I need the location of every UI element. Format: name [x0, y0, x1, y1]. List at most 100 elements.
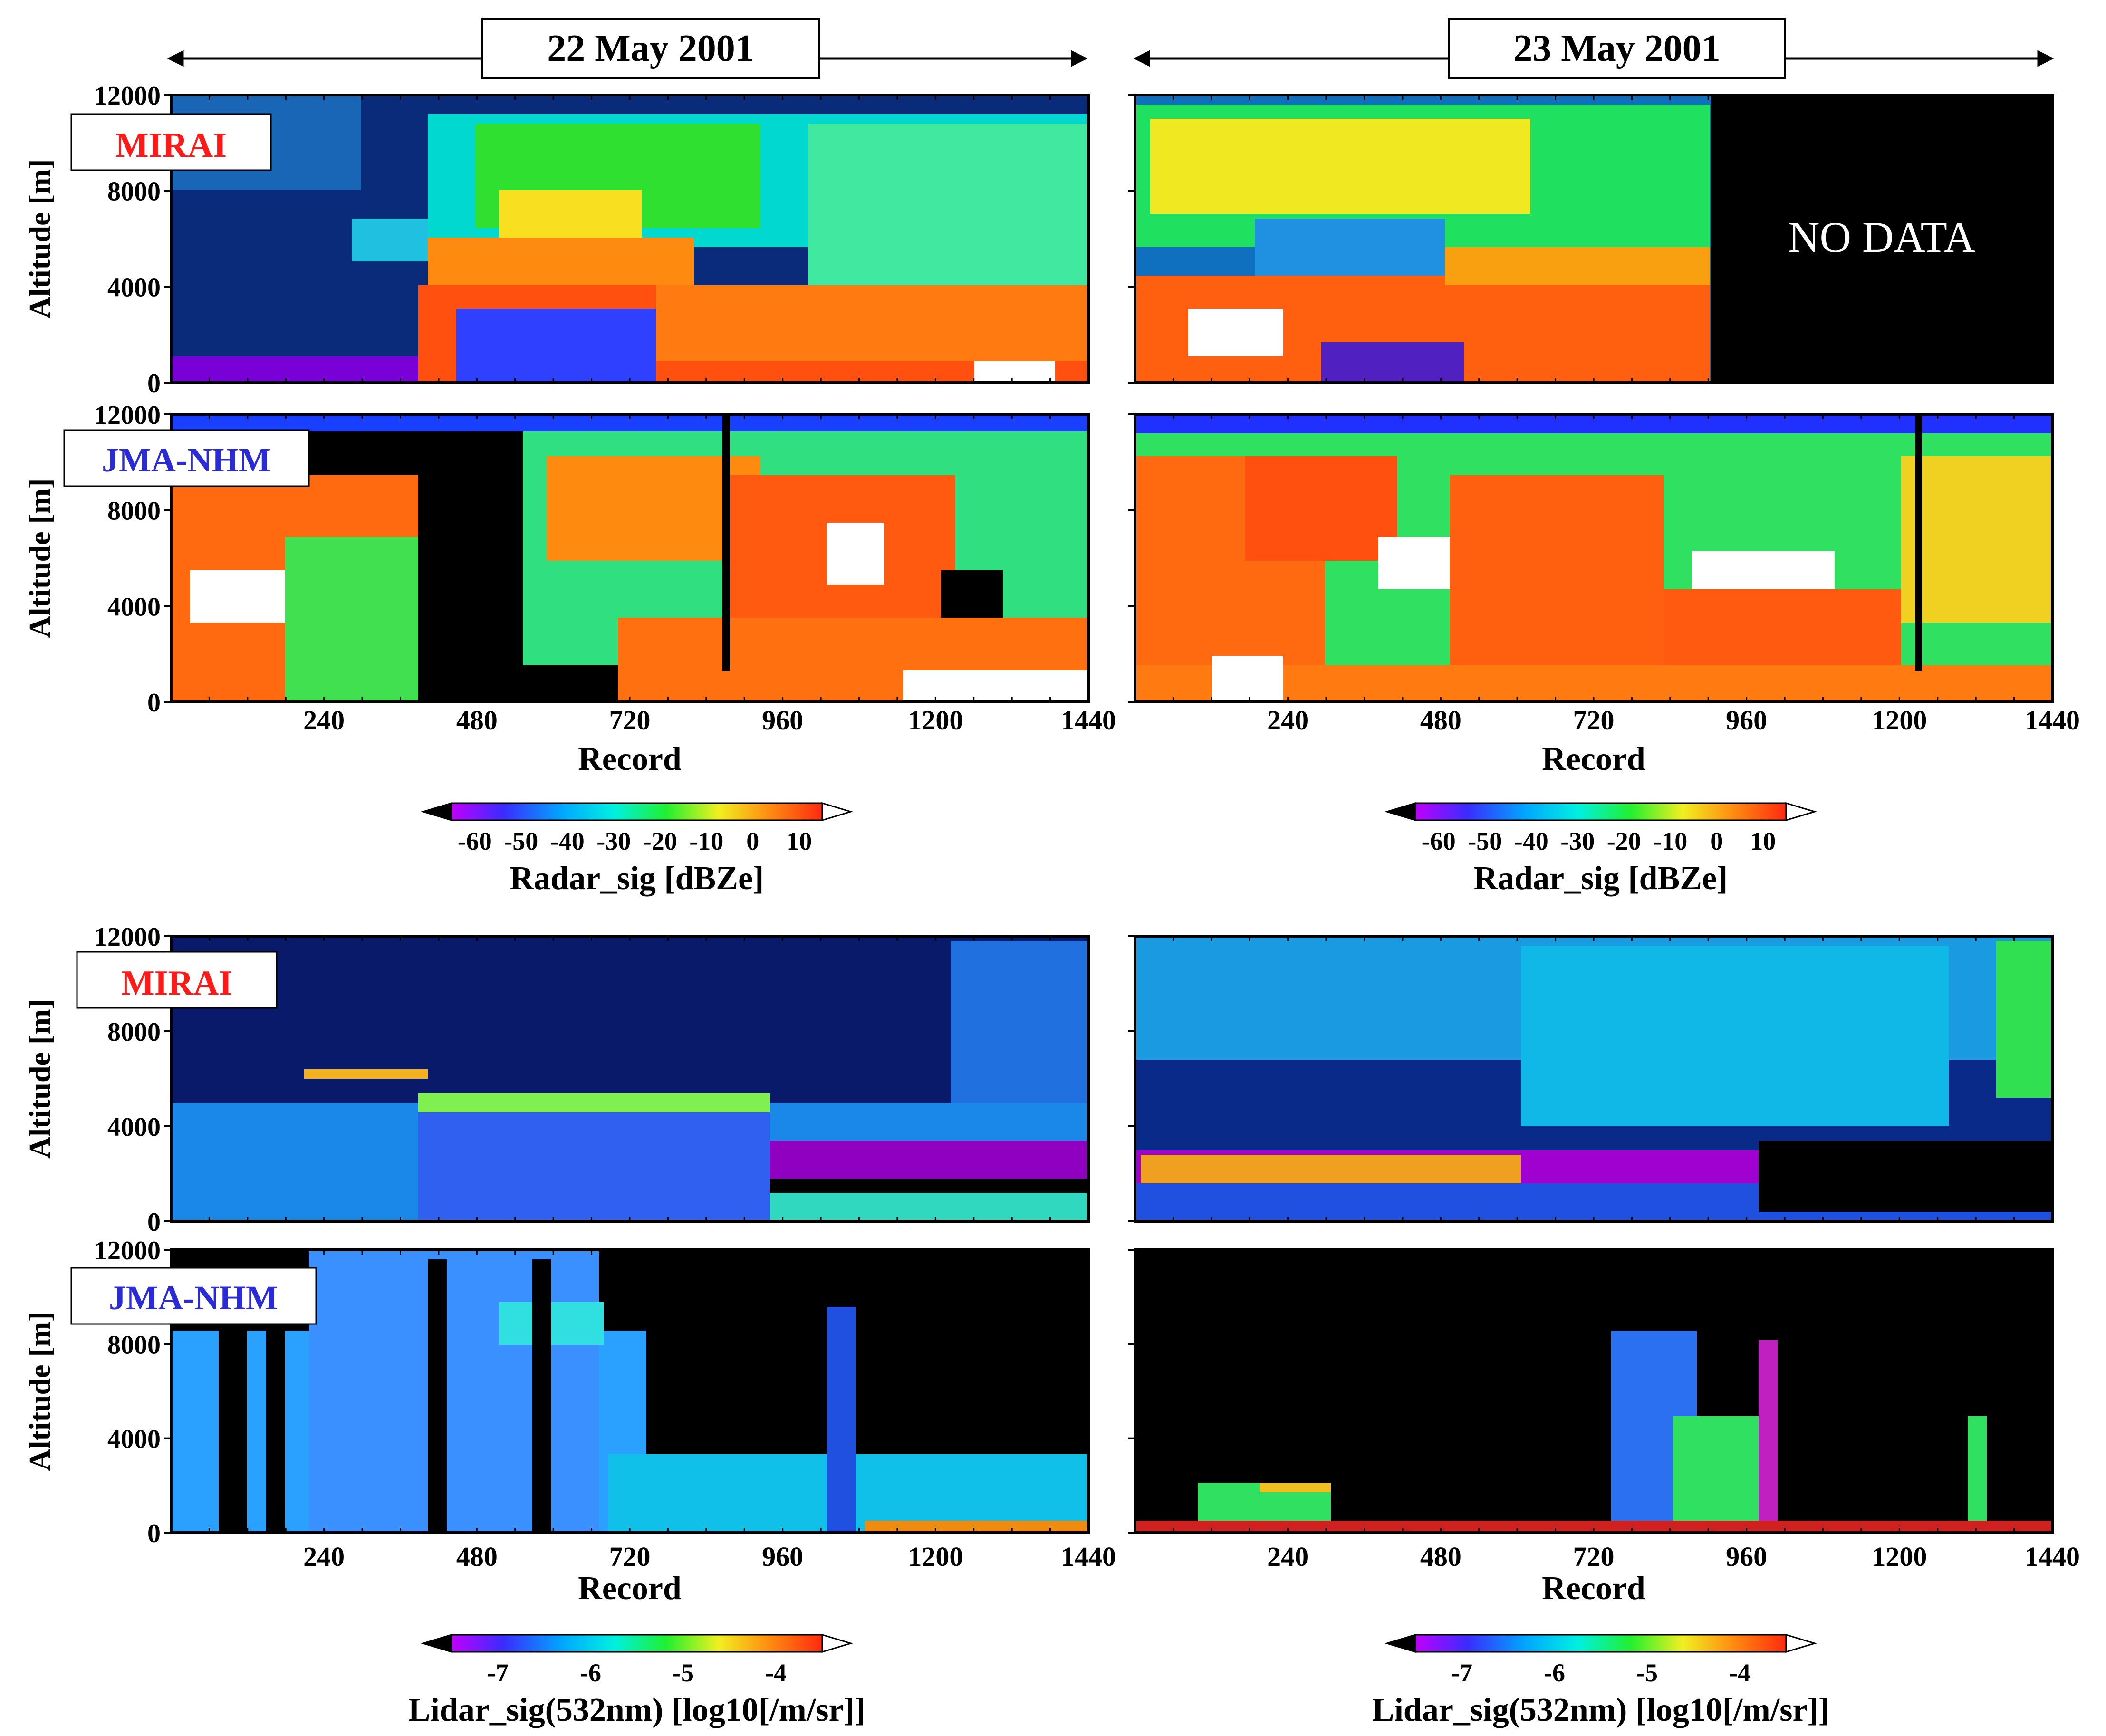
date-label-left: 22 May 2001	[547, 28, 754, 69]
x-axis-label: Record	[578, 1570, 682, 1607]
date-box-right	[1448, 18, 1786, 79]
source-label-radar-mirai: MIRAI	[70, 113, 272, 171]
source-label-lidar-mirai: MIRAI	[76, 951, 278, 1009]
date-box-left	[481, 18, 820, 79]
colorbar-tick-label: -40	[550, 827, 585, 855]
y-tick-label: 4000	[107, 273, 161, 302]
x-tick-label: 240	[1267, 1541, 1308, 1572]
y-tick-label: 8000	[107, 177, 161, 207]
panel-radar-jma-22may	[170, 413, 1090, 703]
colorbar-tick-label: -5	[1636, 1659, 1658, 1687]
y-axis-label: Altitude [m]	[23, 159, 57, 319]
x-tick-label: 1440	[1061, 1541, 1116, 1572]
colorbar-label: Lidar_sig(532nm) [log10[/m/sr]]	[408, 1692, 865, 1728]
colorbar-tick-label: -4	[765, 1659, 787, 1687]
colorbar-tick-label: 0	[746, 827, 759, 855]
y-tick-label: 12000	[94, 401, 161, 430]
x-tick-label: 720	[1573, 1541, 1615, 1572]
colorbar-label: Radar_sig [dBZe]	[1474, 860, 1728, 897]
colorbar	[451, 1634, 823, 1653]
x-axis-label: Record	[1542, 1570, 1645, 1607]
x-tick-label: 960	[1726, 1541, 1767, 1572]
mirai-label-radar: MIRAI	[115, 126, 227, 165]
colorbar-tick-label: -10	[1653, 827, 1687, 855]
colorbar-tick-label: -50	[504, 827, 538, 855]
y-tick-label: 12000	[94, 1236, 161, 1266]
colorbar-tick-label: -60	[458, 827, 492, 855]
x-tick-label: 720	[1573, 705, 1615, 736]
colorbar-tick-label: -20	[1607, 827, 1641, 855]
colorbar-tick-label: -30	[1560, 827, 1595, 855]
x-tick-label: 480	[1420, 705, 1462, 736]
date-label-right: 23 May 2001	[1513, 28, 1721, 69]
y-tick-label: 12000	[94, 922, 161, 952]
x-tick-label: 960	[762, 1541, 803, 1572]
colorbar-label: Radar_sig [dBZe]	[510, 860, 764, 897]
colorbar-high-arrow	[821, 802, 854, 822]
x-axis-label: Record	[1542, 741, 1645, 777]
x-tick-label: 720	[609, 705, 651, 736]
x-tick-label: 480	[1420, 1541, 1462, 1572]
source-label-radar-jma: JMA-NHM	[63, 429, 310, 487]
x-tick-label: 240	[1267, 705, 1308, 736]
colorbar-low-arrow	[1384, 802, 1416, 822]
date-header-left: 22 May 2001	[167, 18, 1088, 79]
colorbar-tick-label: -6	[1544, 1659, 1565, 1687]
colorbar	[1414, 802, 1787, 821]
jma-label-lidar: JMA-NHM	[109, 1279, 278, 1317]
colorbar-tick-label: -5	[673, 1659, 694, 1687]
colorbar-low-arrow	[420, 1633, 452, 1653]
colorbar-high-arrow	[1785, 802, 1818, 822]
x-tick-label: 1440	[1061, 705, 1116, 736]
y-tick-label: 8000	[107, 497, 161, 526]
mirai-label-lidar: MIRAI	[121, 964, 232, 1003]
y-tick-label: 12000	[94, 81, 161, 111]
source-label-lidar-jma: JMA-NHM	[70, 1267, 317, 1325]
x-tick-label: 960	[762, 705, 803, 736]
x-tick-label: 720	[609, 1541, 651, 1572]
x-tick-label: 1440	[2025, 705, 2080, 736]
colorbar-tick-label: -6	[580, 1659, 601, 1687]
panel-radar-mirai-22may	[170, 94, 1090, 384]
panel-lidar-mirai-23may	[1134, 935, 2054, 1223]
colorbar-tick-label: -30	[596, 827, 631, 855]
x-tick-label: 1200	[1872, 705, 1927, 736]
colorbar	[1414, 1634, 1787, 1653]
colorbar-tick-label: -10	[689, 827, 723, 855]
colorbar-tick-label: 10	[1750, 827, 1776, 855]
y-axis-label: Altitude [m]	[23, 1312, 57, 1471]
x-tick-label: 240	[303, 705, 345, 736]
y-tick-label: 8000	[107, 1017, 161, 1047]
x-tick-label: 240	[303, 1541, 345, 1572]
x-tick-label: 1200	[908, 1541, 963, 1572]
jma-label-radar: JMA-NHM	[102, 441, 271, 479]
x-tick-label: 1440	[2025, 1541, 2080, 1572]
colorbar-tick-label: -4	[1729, 1659, 1750, 1687]
colorbar-tick-label: -60	[1422, 827, 1456, 855]
y-tick-label: 0	[147, 688, 161, 718]
colorbar-tick-label: -40	[1514, 827, 1548, 855]
panel-lidar-mirai-22may	[170, 935, 1090, 1223]
y-tick-label: 4000	[107, 592, 161, 622]
colorbar-tick-label: 0	[1710, 827, 1723, 855]
colorbar-tick-label: -20	[643, 827, 677, 855]
x-tick-label: 480	[456, 705, 498, 736]
y-tick-label: 0	[147, 369, 161, 398]
y-tick-label: 0	[147, 1208, 161, 1237]
colorbar-tick-label: -50	[1468, 827, 1502, 855]
x-tick-label: 480	[456, 1541, 498, 1572]
y-tick-label: 4000	[107, 1425, 161, 1454]
panel-lidar-jma-22may	[170, 1248, 1090, 1534]
no-data-label: NO DATA	[1788, 213, 1975, 261]
colorbar-high-arrow	[1785, 1633, 1818, 1653]
panel-radar-mirai-23may: NO DATA	[1134, 94, 2054, 384]
y-tick-label: 0	[147, 1519, 161, 1548]
date-header-right: 23 May 2001	[1133, 18, 2054, 79]
colorbar-tick-label: 10	[786, 827, 812, 855]
colorbar-low-arrow	[1384, 1633, 1416, 1653]
x-axis-label: Record	[578, 741, 682, 777]
y-tick-label: 8000	[107, 1330, 161, 1360]
